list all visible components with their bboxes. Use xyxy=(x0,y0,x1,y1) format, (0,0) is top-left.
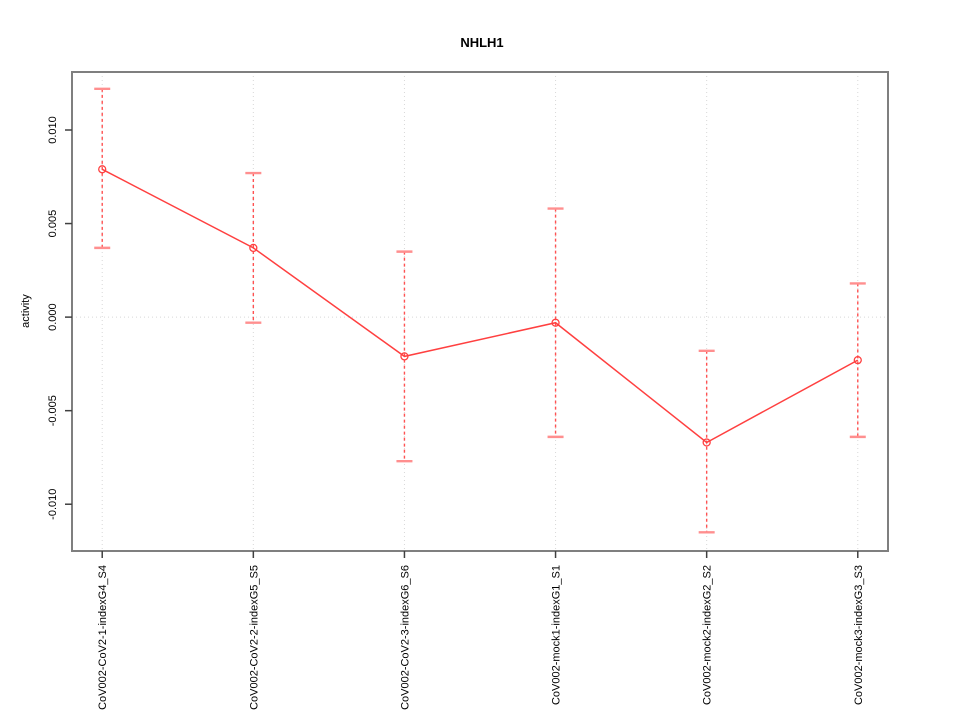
chart-title: NHLH1 xyxy=(460,35,503,50)
y-tick-label: -0.005 xyxy=(47,395,59,426)
y-tick-label: 0.000 xyxy=(47,303,59,331)
y-axis-title: activity xyxy=(20,294,32,328)
data-point xyxy=(853,355,862,365)
x-tick-label: CoV002-CoV2-3-indexG6_S6 xyxy=(399,565,411,710)
x-tick-label: CoV002-mock3-indexG3_S3 xyxy=(853,565,865,705)
data-point xyxy=(400,352,409,361)
data-series xyxy=(94,87,866,534)
y-tick-label: 0.005 xyxy=(47,210,59,238)
data-point xyxy=(551,318,560,327)
data-point xyxy=(702,438,711,447)
x-tick-label: CoV002-CoV2-1-indexG4_S4 xyxy=(97,565,109,710)
gridlines xyxy=(72,72,888,551)
data-point xyxy=(249,243,258,253)
axes: -0.010 -0.005 0.000 0.005 0.010 CoV002-CoV2-1… xyxy=(47,71,889,710)
series-line xyxy=(101,168,859,444)
y-tick-label: -0.010 xyxy=(47,489,59,520)
y-tick-label: 0.010 xyxy=(47,116,59,144)
x-tick-label: CoV002-mock2-indexG2_S2 xyxy=(702,565,714,705)
x-tick-label: CoV002-CoV2-2-indexG5_S5 xyxy=(248,565,260,710)
data-point xyxy=(98,165,107,174)
plot-box xyxy=(71,71,889,552)
x-tick-label: CoV002-mock1-indexG1_S1 xyxy=(551,565,563,705)
